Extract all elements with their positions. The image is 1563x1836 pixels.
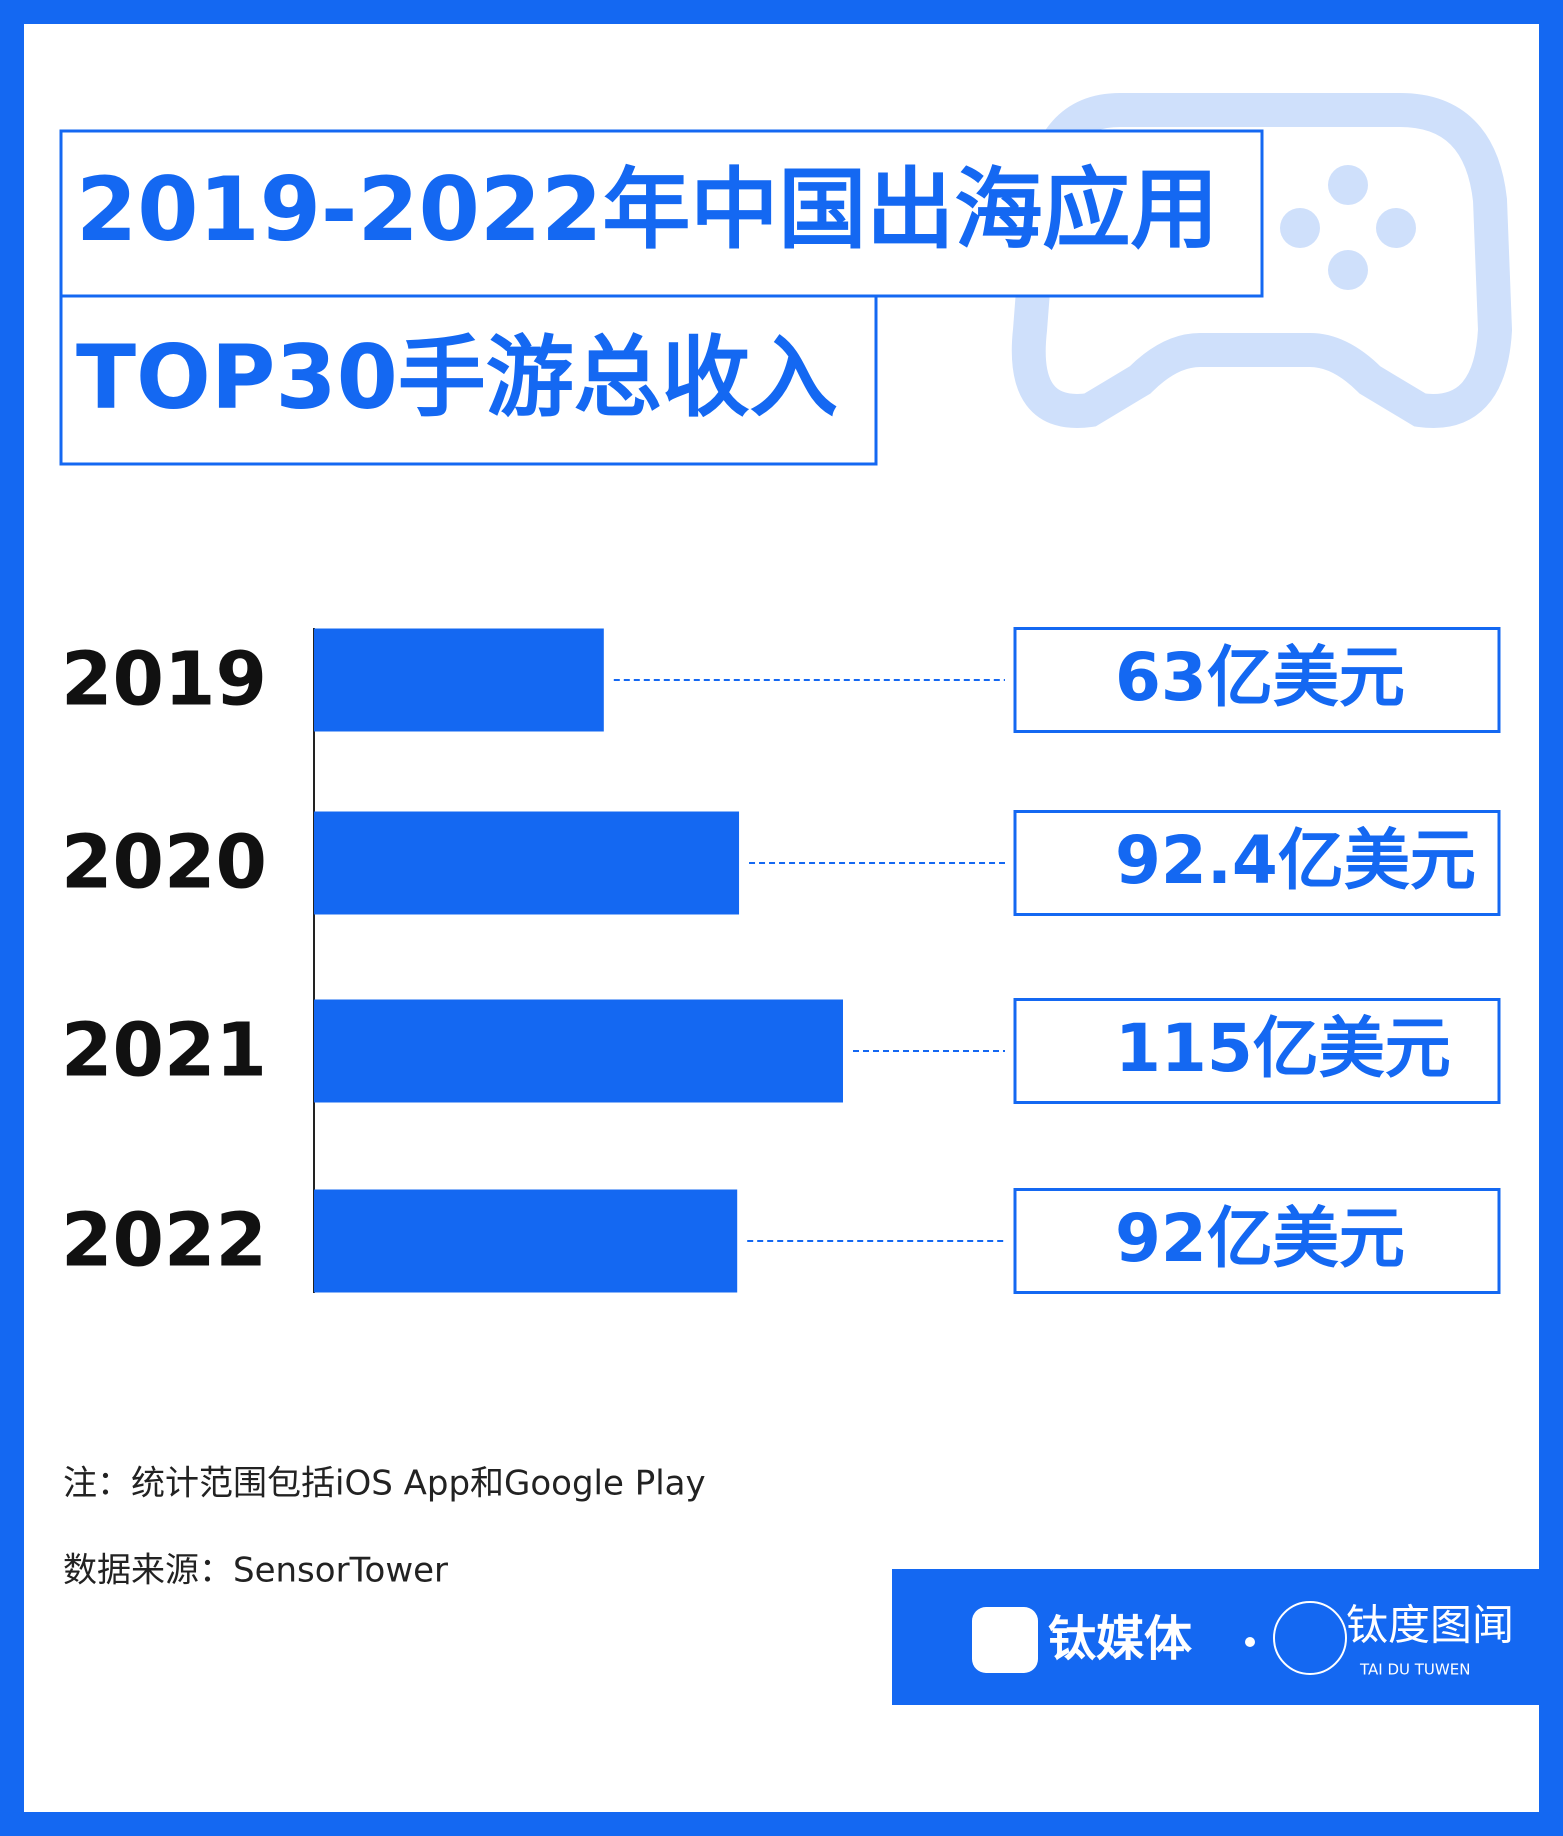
- value-label: 63亿美元: [1115, 639, 1405, 716]
- y-tick-label: 2019: [61, 637, 267, 723]
- value-label: 115亿美元: [1115, 1010, 1451, 1087]
- source: 数据来源：SensorTower: [63, 1551, 448, 1591]
- value-box: [1013, 998, 1501, 1104]
- bar: [314, 1189, 738, 1293]
- y-tick-label: 2022: [61, 1198, 267, 1284]
- value-box: [1013, 810, 1501, 916]
- value-label: 92亿美元: [1115, 1200, 1405, 1277]
- value-label: 92.4亿美元: [1115, 822, 1476, 899]
- value-box: [1013, 627, 1501, 733]
- bar: [314, 999, 843, 1103]
- partner-sub: TAI DU TUWEN: [1359, 1661, 1470, 1679]
- controller-buttons: [1280, 165, 1416, 290]
- note: 注：统计范围包括iOS App和Google Play: [63, 1464, 706, 1504]
- subtitle-box: [59, 294, 878, 466]
- value-box: [1013, 1188, 1501, 1294]
- y-tick-label: 2021: [61, 1008, 267, 1094]
- title-box: [59, 129, 1264, 298]
- bar: [314, 811, 740, 915]
- chart-subtitle: TOP30手游总收入: [76, 326, 838, 429]
- bars: 2019 63亿美元 2020 92.4亿美元 2021 115亿美元 2022 92亿美元: [61, 627, 1501, 1294]
- bar: [314, 628, 604, 732]
- y-tick-label: 2020: [61, 820, 267, 906]
- partner-name: 钛度图闻: [1346, 1601, 1514, 1650]
- partner-icon: [1273, 1601, 1347, 1675]
- brand-icon: [972, 1607, 1038, 1673]
- separator-dot: [1245, 1637, 1255, 1647]
- brand-name: 钛媒体: [1048, 1611, 1192, 1667]
- chart-title: 2019-2022年中国出海应用: [76, 158, 1218, 261]
